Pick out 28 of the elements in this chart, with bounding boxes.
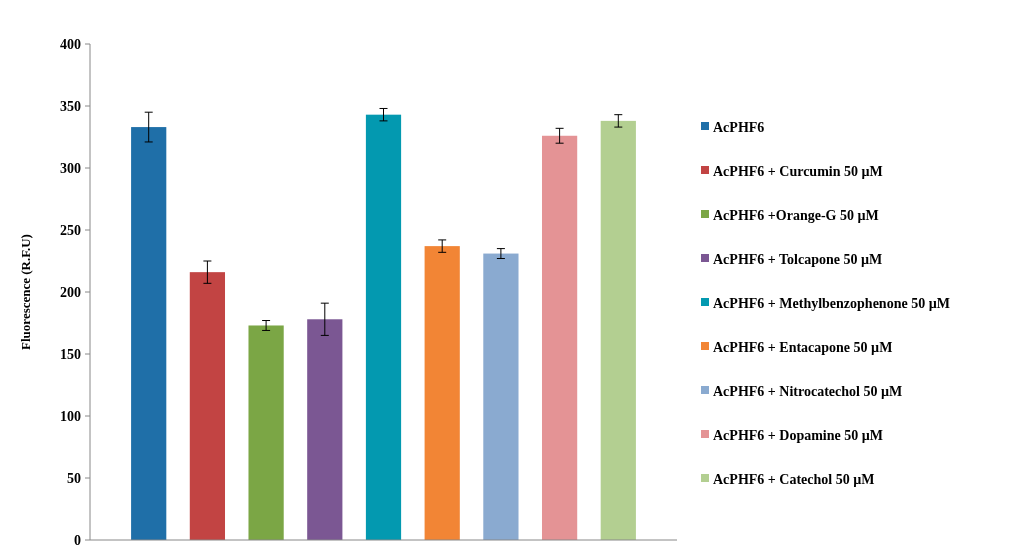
bar	[600, 120, 636, 540]
legend-label: AcPHF6	[713, 119, 765, 135]
bar	[131, 127, 167, 540]
y-tick-label: 0	[74, 532, 81, 548]
legend-label: AcPHF6 + Tolcapone 50 µM	[713, 251, 883, 267]
y-tick-label: 50	[67, 470, 81, 486]
legend-label: AcPHF6 + Catechol 50 µM	[713, 471, 875, 487]
y-tick-label: 400	[60, 36, 81, 52]
legend-label: AcPHF6 + Entacapone 50 µM	[713, 339, 893, 355]
bar	[541, 135, 578, 540]
y-tick-label: 250	[60, 222, 81, 238]
y-tick-label: 200	[60, 284, 81, 300]
bar	[307, 319, 343, 540]
y-tick-label: 300	[60, 160, 81, 176]
bar	[189, 272, 226, 540]
bar	[365, 114, 402, 540]
bar	[483, 253, 519, 540]
legend-label: AcPHF6 + Curcumin 50 µM	[713, 163, 883, 179]
bar	[248, 325, 284, 540]
legend-label: AcPHF6 + Dopamine 50 µM	[713, 427, 884, 443]
y-tick-label: 150	[60, 346, 81, 362]
bar	[424, 246, 460, 540]
y-tick-label: 350	[60, 98, 81, 114]
legend-label: AcPHF6 + Methylbenzophenone 50 µM	[713, 295, 950, 311]
y-tick-label: 100	[60, 408, 81, 424]
y-axis-title: Fluorescence (R.F.U)	[18, 234, 33, 350]
legend-label: AcPHF6 + Nitrocatechol 50 µM	[713, 383, 903, 399]
legend-label: AcPHF6 +Orange-G 50 µM	[713, 207, 879, 223]
